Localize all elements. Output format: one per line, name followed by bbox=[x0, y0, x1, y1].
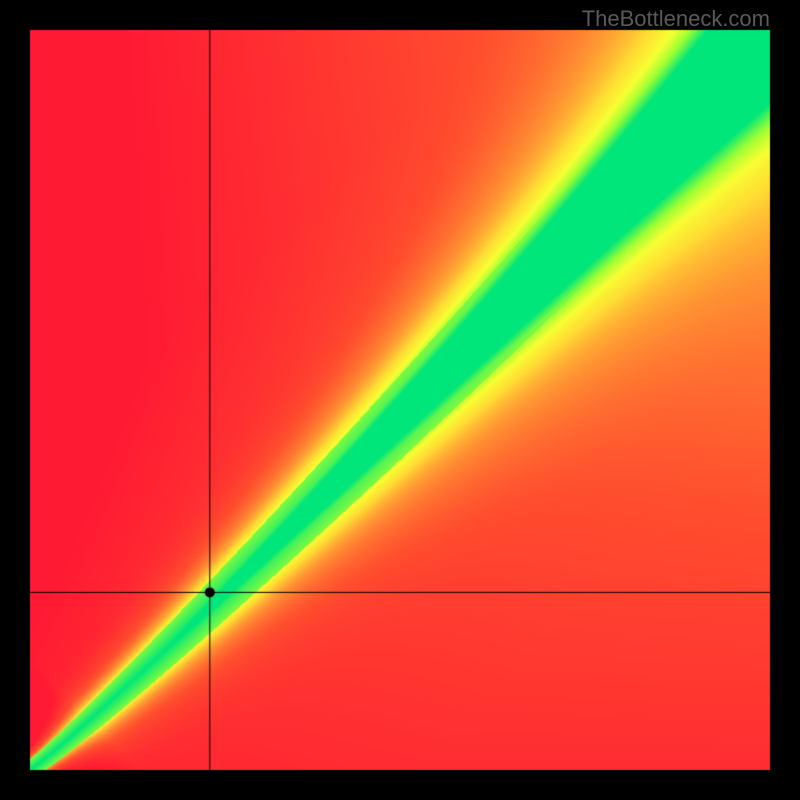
heatmap-canvas bbox=[0, 0, 800, 800]
chart-container: TheBottleneck.com bbox=[0, 0, 800, 800]
watermark-text: TheBottleneck.com bbox=[582, 6, 770, 32]
